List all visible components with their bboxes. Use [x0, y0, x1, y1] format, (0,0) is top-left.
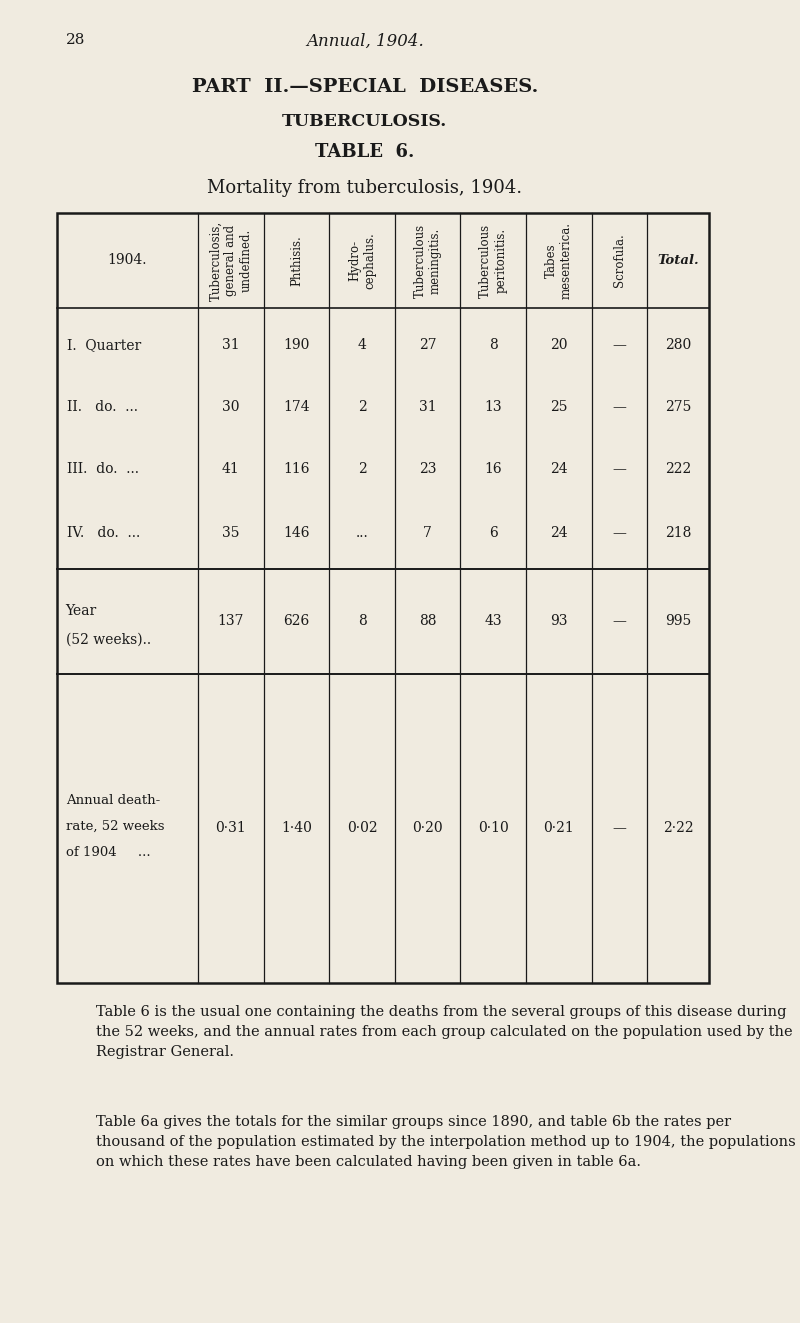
Text: Annual, 1904.: Annual, 1904. — [306, 33, 424, 50]
Text: Total.: Total. — [657, 254, 698, 267]
Text: 0·31: 0·31 — [215, 822, 246, 836]
Text: 2: 2 — [358, 400, 366, 414]
Text: Annual death-: Annual death- — [66, 794, 160, 807]
Text: 31: 31 — [419, 400, 437, 414]
Text: 222: 222 — [665, 462, 691, 476]
Text: 2·22: 2·22 — [662, 822, 694, 836]
Text: 35: 35 — [222, 527, 239, 541]
Text: Year: Year — [66, 605, 97, 618]
Text: —: — — [612, 822, 626, 836]
Text: Scrofula.: Scrofula. — [613, 234, 626, 287]
Text: Table 6 is the usual one containing the deaths from the several groups of this d: Table 6 is the usual one containing the … — [96, 1005, 792, 1060]
Text: 174: 174 — [283, 400, 310, 414]
Text: 0·20: 0·20 — [412, 822, 443, 836]
Text: ...: ... — [356, 527, 368, 541]
Text: 280: 280 — [665, 337, 691, 352]
Text: Tuberculosis,
general and
undefined.: Tuberculosis, general and undefined. — [210, 221, 252, 300]
Text: 137: 137 — [218, 614, 244, 628]
Text: 25: 25 — [550, 400, 568, 414]
Text: 8: 8 — [358, 614, 366, 628]
Text: 43: 43 — [485, 614, 502, 628]
Text: 146: 146 — [283, 527, 310, 541]
Text: (52 weeks)..: (52 weeks).. — [66, 632, 150, 647]
Text: 31: 31 — [222, 337, 239, 352]
Text: III.  do.  ...: III. do. ... — [67, 462, 139, 476]
Text: TUBERCULOSIS.: TUBERCULOSIS. — [282, 112, 447, 130]
Text: 2: 2 — [358, 462, 366, 476]
Text: 23: 23 — [419, 462, 437, 476]
Text: 7: 7 — [423, 527, 432, 541]
Text: TABLE  6.: TABLE 6. — [315, 143, 414, 161]
Text: Tabes
mesenterica.: Tabes mesenterica. — [545, 222, 573, 299]
Text: 1904.: 1904. — [107, 254, 147, 267]
Bar — [57, 213, 710, 983]
Text: II.   do.  ...: II. do. ... — [67, 400, 138, 414]
Text: —: — — [612, 462, 626, 476]
Text: 30: 30 — [222, 400, 239, 414]
Text: 93: 93 — [550, 614, 568, 628]
Text: 8: 8 — [489, 337, 498, 352]
Text: 190: 190 — [283, 337, 310, 352]
Text: 116: 116 — [283, 462, 310, 476]
Text: 88: 88 — [419, 614, 437, 628]
Text: 28: 28 — [66, 33, 85, 48]
Text: Hydro-
cephalus.: Hydro- cephalus. — [348, 232, 376, 288]
Text: 0·02: 0·02 — [346, 822, 378, 836]
Text: 626: 626 — [283, 614, 310, 628]
Text: I.  Quarter: I. Quarter — [67, 337, 142, 352]
Text: of 1904     ...: of 1904 ... — [66, 845, 150, 859]
Text: 13: 13 — [485, 400, 502, 414]
Text: Mortality from tuberculosis, 1904.: Mortality from tuberculosis, 1904. — [207, 179, 522, 197]
Text: 4: 4 — [358, 337, 366, 352]
Text: Tuberculous
meningitis.: Tuberculous meningitis. — [414, 224, 442, 298]
Text: IV.   do.  ...: IV. do. ... — [67, 527, 141, 541]
Text: 1·40: 1·40 — [281, 822, 312, 836]
Text: 0·21: 0·21 — [544, 822, 574, 836]
Text: Tuberculous
peritonitis.: Tuberculous peritonitis. — [479, 224, 507, 298]
Text: 16: 16 — [485, 462, 502, 476]
Text: 24: 24 — [550, 462, 568, 476]
Text: —: — — [612, 614, 626, 628]
Text: 0·10: 0·10 — [478, 822, 509, 836]
Text: 6: 6 — [489, 527, 498, 541]
Text: —: — — [612, 527, 626, 541]
Text: 24: 24 — [550, 527, 568, 541]
Text: Table 6a gives the totals for the similar groups since 1890, and table 6b the ra: Table 6a gives the totals for the simila… — [96, 1115, 795, 1170]
Text: PART  II.—SPECIAL  DISEASES.: PART II.—SPECIAL DISEASES. — [191, 78, 538, 97]
Text: rate, 52 weeks: rate, 52 weeks — [66, 820, 164, 833]
Text: 20: 20 — [550, 337, 568, 352]
Text: —: — — [612, 337, 626, 352]
Text: 218: 218 — [665, 527, 691, 541]
Text: 275: 275 — [665, 400, 691, 414]
Text: —: — — [612, 400, 626, 414]
Text: Phthisis.: Phthisis. — [290, 235, 303, 286]
Text: 41: 41 — [222, 462, 239, 476]
Text: 995: 995 — [665, 614, 691, 628]
Text: 27: 27 — [419, 337, 437, 352]
